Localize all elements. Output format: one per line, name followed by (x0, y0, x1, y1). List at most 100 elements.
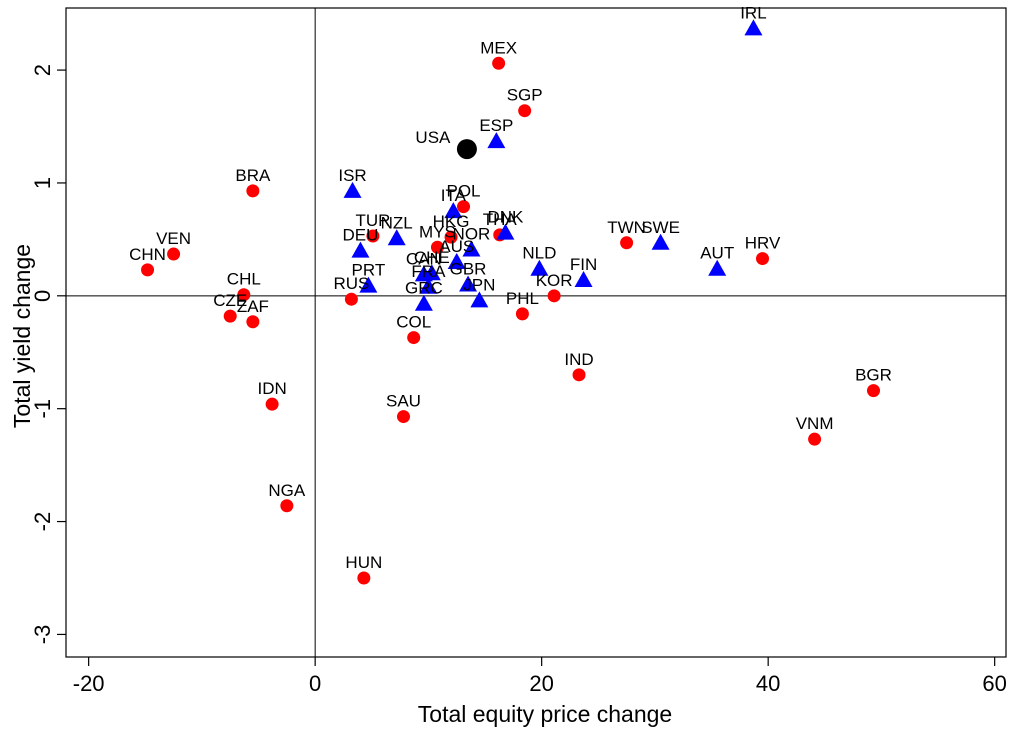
data-point-circle (280, 499, 294, 513)
point-label: HKG (433, 212, 470, 231)
point-label: FIN (570, 255, 597, 274)
point-label: POL (447, 182, 481, 201)
data-point-circle (444, 230, 458, 244)
point-label: JPN (463, 275, 495, 294)
data-point-circle (246, 184, 260, 198)
point-label: THA (483, 210, 518, 229)
data-point-circle (357, 571, 371, 585)
y-tick-label: -1 (30, 399, 55, 419)
point-label: IND (564, 350, 593, 369)
point-label: MEX (480, 38, 517, 57)
data-point-triangle (708, 259, 727, 276)
x-tick-label: 0 (309, 671, 321, 696)
data-point-triangle (462, 240, 481, 257)
data-point-circle (518, 104, 532, 118)
data-point-circle (141, 263, 155, 277)
point-label: TUR (355, 211, 390, 230)
data-point-triangle (422, 264, 441, 281)
point-label: DNK (487, 208, 524, 227)
data-point-circle (572, 368, 586, 382)
data-point-triangle (447, 252, 466, 269)
point-label: SAU (386, 392, 421, 411)
data-point-triangle (343, 181, 362, 198)
point-label: AUS (439, 237, 474, 256)
point-label: CHN (129, 245, 166, 264)
point-label: DEU (343, 226, 379, 245)
data-point-circle (866, 384, 880, 398)
data-point-triangle (444, 202, 463, 219)
point-label: ESP (479, 116, 513, 135)
point-label: PHL (506, 289, 539, 308)
x-axis-title: Total equity price change (418, 701, 672, 727)
point-label: GBR (450, 260, 487, 279)
y-axis-title: Total yield change (9, 244, 35, 428)
data-point-circle (620, 236, 634, 250)
point-label: AUT (700, 244, 734, 263)
data-point-circle (344, 292, 358, 306)
data-point-circle (407, 331, 421, 345)
reference-lines (66, 8, 1006, 657)
data-point-triangle (574, 271, 593, 288)
point-label: ITA (441, 186, 467, 205)
point-label: COL (396, 313, 431, 332)
data-point-highlight (456, 139, 477, 160)
point-label: MYS (419, 222, 456, 241)
data-point-circle (366, 229, 380, 243)
point-label: ZAF (237, 297, 269, 316)
data-point-triangle (744, 19, 763, 36)
data-point-circle (756, 252, 770, 266)
point-label: RUS (333, 274, 369, 293)
data-point-circle (265, 397, 279, 411)
y-tick-label: 0 (30, 290, 55, 302)
data-point-circle (430, 240, 444, 254)
data-point-triangle (359, 276, 378, 293)
y-tick-label: -3 (30, 625, 55, 645)
data-point-circle (396, 410, 410, 424)
data-point-circle (492, 56, 506, 70)
point-label: ISR (338, 166, 366, 185)
point-label: VEN (156, 229, 191, 248)
data-point-circle (167, 247, 181, 261)
point-label: BRA (235, 166, 271, 185)
x-tick-label: 60 (982, 671, 1006, 696)
point-label: SWE (641, 218, 680, 237)
data-points (141, 19, 880, 585)
point-label: KOR (536, 271, 573, 290)
point-label: NGA (268, 481, 306, 500)
y-tick-label: -2 (30, 512, 55, 532)
plot-border (65, 7, 1007, 658)
data-point-circle (457, 200, 471, 214)
data-point-triangle (530, 259, 549, 276)
point-label: TWN (607, 218, 646, 237)
x-tick-label: 20 (529, 671, 553, 696)
point-label: CAN (406, 249, 442, 268)
x-axis: -20 0 20 40 60 (73, 657, 1007, 696)
data-point-triangle (351, 241, 370, 258)
data-point-triangle (496, 223, 515, 240)
y-axis: -3 -2 -1 0 1 2 (30, 64, 66, 644)
data-point-triangle (459, 275, 478, 292)
point-label: CZE (213, 291, 247, 310)
data-point-triangle (414, 294, 433, 311)
data-point-triangle (487, 132, 506, 149)
data-point-circle (237, 288, 251, 302)
data-point-circle (808, 432, 822, 446)
point-label: GRC (405, 279, 443, 298)
plot-area (65, 7, 1007, 658)
point-label: IDN (257, 379, 286, 398)
point-label: HUN (345, 553, 382, 572)
point-label: PRT (352, 261, 386, 280)
data-point-triangle (419, 277, 438, 294)
y-tick-label: 2 (30, 64, 55, 76)
point-label: NZL (381, 213, 413, 232)
data-point-circle (515, 307, 529, 321)
data-point-triangle (470, 291, 489, 308)
point-label: NOR (453, 225, 491, 244)
point-label: IRL (740, 3, 766, 22)
point-label: CHE (414, 248, 450, 267)
point-label: FRA (411, 262, 446, 281)
data-point-circle (223, 309, 237, 323)
point-label: CHL (227, 270, 261, 289)
